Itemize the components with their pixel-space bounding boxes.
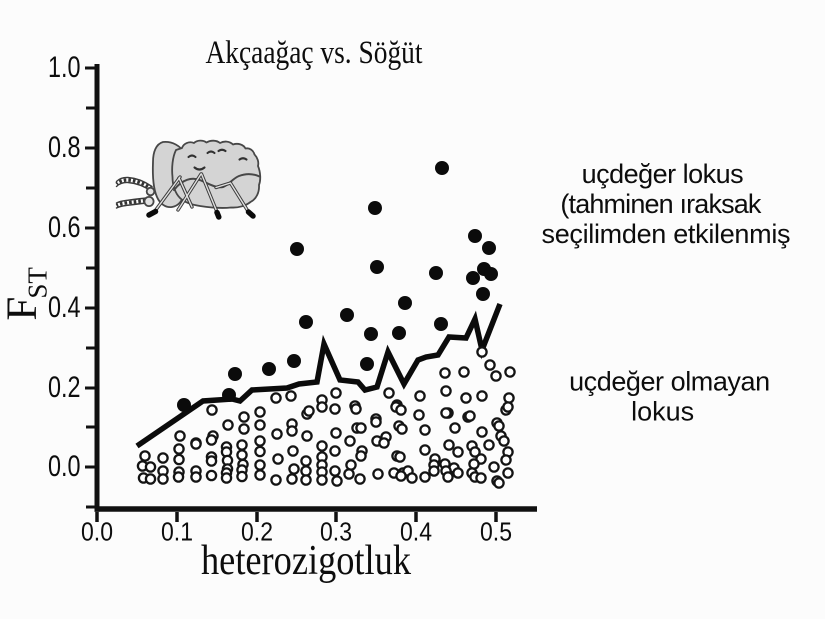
svg-text:0.8: 0.8 <box>48 131 81 164</box>
svg-text:0.5: 0.5 <box>480 517 512 547</box>
svg-text:0.2: 0.2 <box>48 371 81 404</box>
svg-text:0.0: 0.0 <box>48 450 81 483</box>
svg-text:0.4: 0.4 <box>48 291 81 324</box>
svg-text:0.0: 0.0 <box>81 517 113 547</box>
svg-text:Akçaağaç vs. Söğüt: Akçaağaç vs. Söğüt <box>206 35 423 71</box>
svg-text:0.3: 0.3 <box>320 517 352 547</box>
svg-text:0.4: 0.4 <box>400 517 432 547</box>
svg-text:0.2: 0.2 <box>241 517 273 547</box>
svg-text:0.6: 0.6 <box>48 211 81 244</box>
svg-text:0.1: 0.1 <box>161 517 193 547</box>
svg-text:lokus: lokus <box>631 397 694 427</box>
svg-text:1.0: 1.0 <box>48 51 81 84</box>
svg-text:uçdeğer olmayan: uçdeğer olmayan <box>569 367 770 397</box>
svg-text:heterozigotluk: heterozigotluk <box>201 538 411 584</box>
svg-text:uçdeğer lokus: uçdeğer lokus <box>582 159 744 189</box>
svg-text:(tahminen ıraksak: (tahminen ıraksak <box>560 189 762 219</box>
svg-text:seçilimden etkilenmiş: seçilimden etkilenmiş <box>542 219 791 249</box>
